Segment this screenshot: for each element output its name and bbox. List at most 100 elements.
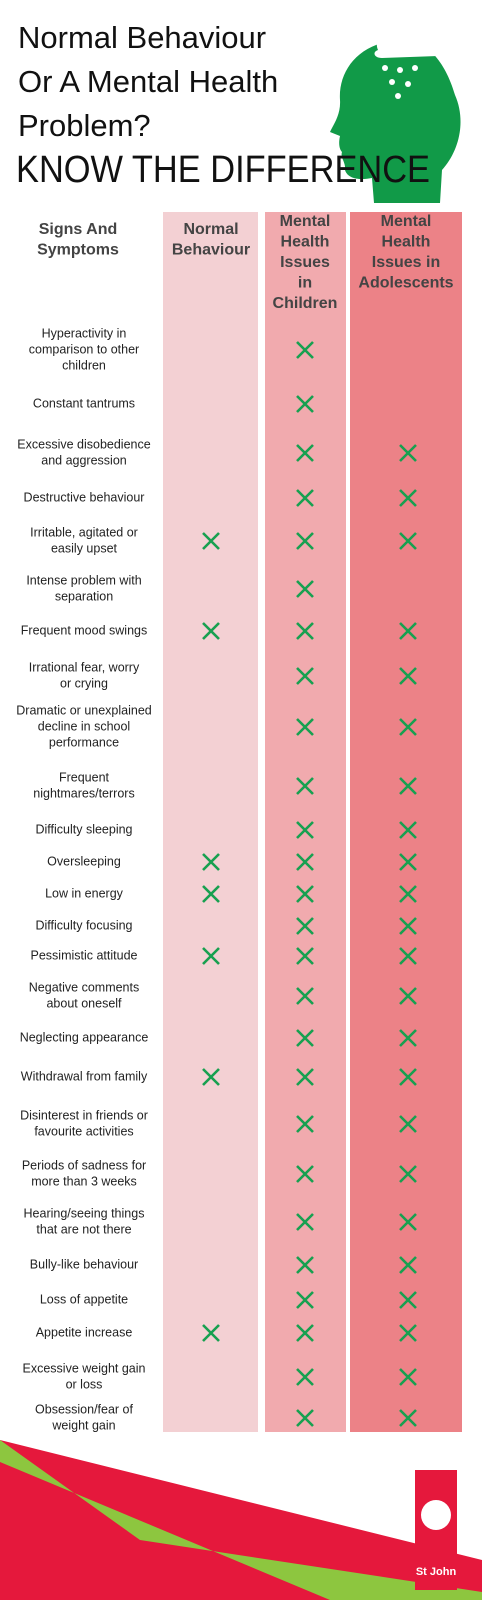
cross bbox=[399, 947, 417, 965]
cross bbox=[296, 667, 314, 685]
row-label: Withdrawal from family bbox=[21, 1069, 148, 1083]
row-label: Frequent bbox=[59, 770, 110, 784]
cross bbox=[399, 667, 417, 685]
cross bbox=[399, 489, 417, 507]
cross bbox=[296, 1165, 314, 1183]
cross bbox=[399, 885, 417, 903]
cross bbox=[296, 580, 314, 598]
cross bbox=[296, 489, 314, 507]
row-label: Loss of appetite bbox=[40, 1292, 128, 1306]
cross bbox=[399, 1213, 417, 1231]
subtitle: KNOW THE DIFFERENCE bbox=[16, 149, 430, 191]
row-label: Irritable, agitated or bbox=[30, 525, 138, 539]
cross bbox=[399, 853, 417, 871]
column-header: Adolescents bbox=[358, 275, 453, 292]
row-label: or loss bbox=[66, 1377, 103, 1391]
column-header: in bbox=[298, 275, 312, 292]
cross bbox=[296, 917, 314, 935]
row-label: Intense problem with bbox=[26, 573, 141, 587]
row-label: weight gain bbox=[51, 1418, 115, 1432]
cross bbox=[296, 777, 314, 795]
cross bbox=[296, 885, 314, 903]
row-label: separation bbox=[55, 589, 113, 603]
row-label: Disinterest in friends or bbox=[20, 1108, 148, 1122]
row-label: Negative comments bbox=[29, 980, 139, 994]
cross bbox=[399, 622, 417, 640]
cross bbox=[202, 532, 220, 550]
column-header: Mental bbox=[381, 213, 432, 230]
cross bbox=[296, 1409, 314, 1427]
cross bbox=[296, 532, 314, 550]
row-label: Pessimistic attitude bbox=[31, 948, 138, 962]
cross bbox=[399, 1115, 417, 1133]
cross bbox=[399, 1291, 417, 1309]
head-icon bbox=[330, 24, 461, 203]
footer-red bbox=[0, 1440, 482, 1600]
cross bbox=[399, 1368, 417, 1386]
cross bbox=[202, 1324, 220, 1342]
cross bbox=[399, 821, 417, 839]
cross bbox=[399, 1256, 417, 1274]
cross bbox=[296, 341, 314, 359]
cross bbox=[296, 444, 314, 462]
row-label: Frequent mood swings bbox=[21, 623, 147, 637]
row-label: performance bbox=[49, 735, 119, 749]
cross bbox=[399, 1165, 417, 1183]
row-label: Constant tantrums bbox=[33, 396, 135, 410]
column-header: Symptoms bbox=[37, 242, 119, 259]
cross bbox=[296, 718, 314, 736]
column-header: Issues bbox=[280, 254, 330, 271]
cross bbox=[296, 395, 314, 413]
cross bbox=[296, 622, 314, 640]
column-children bbox=[265, 212, 346, 1432]
cross bbox=[296, 987, 314, 1005]
cross bbox=[202, 622, 220, 640]
column-header: Behaviour bbox=[172, 242, 250, 259]
cross bbox=[202, 947, 220, 965]
row-label: Excessive disobedience bbox=[17, 437, 150, 451]
column-header: Children bbox=[273, 295, 338, 312]
cross bbox=[296, 853, 314, 871]
column-header: Mental bbox=[280, 213, 331, 230]
row-label: Oversleeping bbox=[47, 854, 121, 868]
row-label: decline in school bbox=[38, 719, 130, 733]
cross bbox=[202, 885, 220, 903]
logo-emblem bbox=[421, 1500, 451, 1530]
cross bbox=[296, 947, 314, 965]
column-header: Normal bbox=[183, 221, 238, 238]
cross bbox=[399, 718, 417, 736]
column-header: Signs And bbox=[39, 221, 118, 238]
row-label: children bbox=[62, 358, 106, 372]
cross bbox=[202, 853, 220, 871]
cross bbox=[296, 1029, 314, 1047]
cross bbox=[296, 821, 314, 839]
cross bbox=[296, 1291, 314, 1309]
cross bbox=[296, 1068, 314, 1086]
column-normal bbox=[163, 212, 258, 1432]
cross bbox=[202, 1068, 220, 1086]
cross bbox=[296, 1115, 314, 1133]
row-label: about oneself bbox=[46, 996, 122, 1010]
title-line: Normal Behaviour bbox=[18, 20, 266, 55]
row-label: Obsession/fear of bbox=[35, 1402, 133, 1416]
row-label: Neglecting appearance bbox=[20, 1030, 149, 1044]
row-label: more than 3 weeks bbox=[31, 1174, 137, 1188]
row-label: Appetite increase bbox=[36, 1325, 133, 1339]
cross bbox=[399, 917, 417, 935]
cross bbox=[399, 1324, 417, 1342]
cross bbox=[399, 987, 417, 1005]
row-label: Hyperactivity in bbox=[42, 326, 127, 340]
cross bbox=[296, 1324, 314, 1342]
column-header: Health bbox=[281, 234, 330, 251]
cross bbox=[296, 1368, 314, 1386]
logo-text: St John bbox=[416, 1566, 457, 1578]
title-line: Problem? bbox=[18, 108, 151, 143]
column-header: Health bbox=[382, 234, 431, 251]
cross bbox=[399, 1409, 417, 1427]
cross bbox=[296, 1213, 314, 1231]
row-label: Irrational fear, worry bbox=[29, 660, 140, 674]
row-label: easily upset bbox=[51, 541, 118, 555]
cross bbox=[399, 1068, 417, 1086]
